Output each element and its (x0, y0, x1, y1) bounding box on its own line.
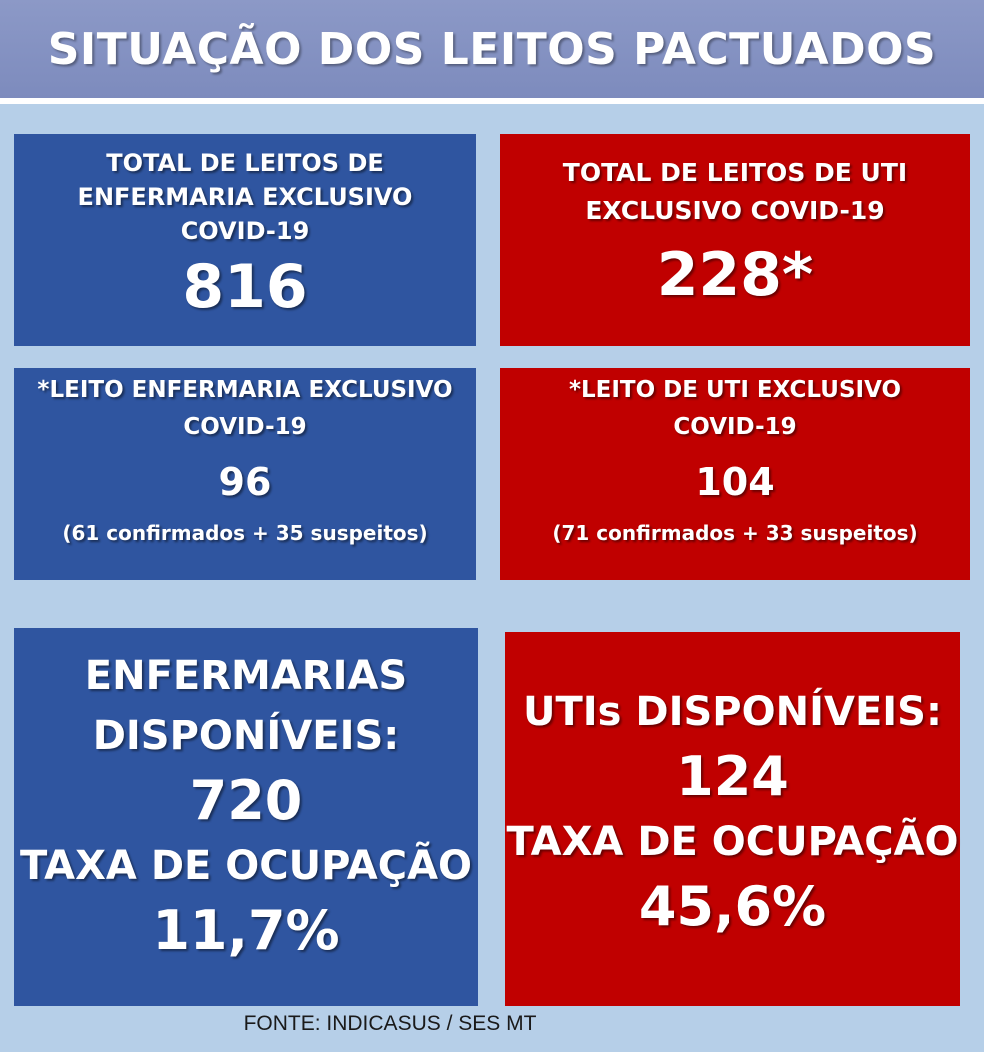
enfermaria-total-value: 816 (182, 252, 308, 322)
utis-taxa-label: TAXA DE OCUPAÇÃO (506, 819, 959, 865)
enfermarias-taxa-value: 11,7% (152, 899, 340, 962)
enfermaria-total-label: TOTAL DE LEITOS DE ENFERMARIA EXCLUSIVO … (77, 149, 413, 245)
uti-leito-note: (71 confirmados + 33 suspeitos) (552, 521, 918, 545)
uti-total-value: 228* (656, 240, 814, 310)
page-title: SITUAÇÃO DOS LEITOS PACTUADOS (47, 23, 937, 75)
enfermarias-disponiveis-card: ENFERMARIAS DISPONÍVEIS: 720 TAXA DE OCU… (14, 628, 478, 1006)
uti-total-card: TOTAL DE LEITOS DE UTI EXCLUSIVO COVID-1… (500, 134, 970, 346)
enfermarias-disponiveis-value: 720 (189, 769, 303, 832)
utis-disponiveis-label: UTIs DISPONÍVEIS: (523, 689, 942, 735)
uti-total-label: TOTAL DE LEITOS DE UTI EXCLUSIVO COVID-1… (562, 158, 908, 225)
enfermaria-total-card: TOTAL DE LEITOS DE ENFERMARIA EXCLUSIVO … (14, 134, 476, 346)
header-banner: SITUAÇÃO DOS LEITOS PACTUADOS (0, 0, 984, 104)
enfermarias-disponiveis-label: ENFERMARIAS DISPONÍVEIS: (84, 653, 408, 759)
utis-disponiveis-card: UTIs DISPONÍVEIS: 124 TAXA DE OCUPAÇÃO 4… (505, 632, 960, 1006)
uti-leito-card: *LEITO DE UTI EXCLUSIVO COVID-19 104 (71… (500, 368, 970, 580)
enfermarias-taxa-label: TAXA DE OCUPAÇÃO (19, 843, 473, 889)
enfermaria-leito-note: (61 confirmados + 35 suspeitos) (62, 521, 428, 545)
enfermaria-leito-label: *LEITO ENFERMARIA EXCLUSIVO COVID-19 (37, 377, 453, 440)
utis-taxa-value: 45,6% (638, 875, 827, 938)
enfermaria-leito-value: 96 (218, 460, 272, 504)
uti-leito-value: 104 (695, 460, 775, 504)
source-footer: FONTE: INDICASUS / SES MT (243, 1012, 537, 1035)
uti-leito-label: *LEITO DE UTI EXCLUSIVO COVID-19 (568, 377, 902, 440)
enfermaria-leito-card: *LEITO ENFERMARIA EXCLUSIVO COVID-19 96 … (14, 368, 476, 580)
utis-disponiveis-value: 124 (676, 745, 789, 808)
